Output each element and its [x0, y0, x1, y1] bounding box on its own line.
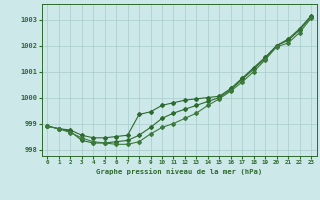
- X-axis label: Graphe pression niveau de la mer (hPa): Graphe pression niveau de la mer (hPa): [96, 168, 262, 175]
